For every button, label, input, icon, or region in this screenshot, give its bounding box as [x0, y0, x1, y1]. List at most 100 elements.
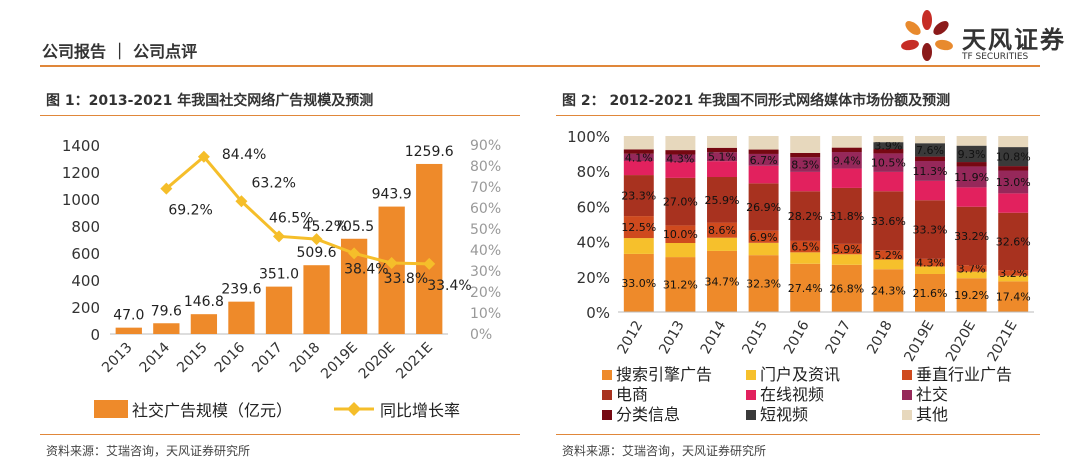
x-axis-tick-label: 2020E — [356, 340, 399, 383]
stacked-segment — [790, 263, 821, 312]
logo-petal — [933, 21, 949, 35]
stacked-segment — [998, 170, 1029, 194]
figure-2-title-rule — [556, 115, 1040, 116]
segment-value-label: 21.6% — [913, 287, 948, 300]
segment-value-label: 11.9% — [954, 171, 989, 184]
segment-value-label: 10.8% — [996, 151, 1031, 164]
stacked-segment — [790, 252, 821, 264]
stacked-segment — [831, 254, 862, 265]
stacked-segment — [790, 191, 821, 241]
growth-rate-marker — [423, 257, 436, 270]
stacked-segment — [873, 136, 904, 143]
growth-rate-label: 38.4% — [344, 261, 388, 277]
stacked-segment — [623, 160, 654, 176]
stacked-segment — [915, 200, 945, 259]
stacked-segment — [873, 149, 904, 154]
stacked-segment — [665, 136, 696, 151]
legend-label: 同比增长率 — [380, 401, 460, 420]
growth-rate-marker — [273, 230, 285, 243]
stacked-segment — [665, 225, 696, 244]
stacked-segment — [831, 147, 862, 153]
y-axis-tick-label: 0 — [90, 326, 100, 344]
figure-2-source: 资料来源：艾瑞咨询，天风证券研究所 — [562, 444, 767, 458]
stacked-segment — [623, 175, 654, 217]
logo-petals-icon — [901, 10, 953, 61]
y2-axis-tick-label: 20% — [470, 285, 501, 301]
stacked-segment — [956, 265, 987, 272]
stacked-segment — [998, 136, 1029, 148]
tf-securities-logo: 天风证券 TF SECURITIES — [896, 8, 1064, 64]
logo-petal — [935, 39, 953, 51]
growth-rate-marker — [310, 233, 323, 246]
segment-value-label: 6.9% — [750, 231, 778, 244]
segment-value-label: 19.2% — [954, 289, 989, 302]
stacked-segment — [790, 152, 821, 158]
legend-label: 搜索引擎广告 — [616, 365, 712, 384]
segment-value-label: 9.3% — [958, 148, 986, 161]
stacked-segment — [707, 222, 737, 238]
stacked-segment — [665, 154, 696, 163]
legend-label: 在线视频 — [760, 385, 824, 404]
segment-value-label: 27.0% — [663, 196, 698, 209]
stacked-segment — [998, 193, 1029, 213]
bar — [265, 286, 293, 334]
x-axis-tick-label: 2015 — [174, 340, 211, 377]
segment-value-label: 33.3% — [913, 224, 948, 237]
y-axis-tick-label: 1200 — [62, 164, 100, 182]
y2-axis-tick-label: 30% — [470, 264, 501, 280]
x-axis-tick-label: 2017 — [823, 318, 855, 357]
x-axis-tick-label: 2017 — [249, 340, 286, 377]
x-axis-tick-label: 2018 — [864, 318, 896, 357]
stacked-segment — [831, 243, 862, 255]
segment-value-label: 27.4% — [788, 282, 823, 295]
segment-value-label: 33.0% — [621, 277, 656, 290]
y-axis-tick-label: 600 — [71, 245, 100, 263]
figure-1-source: 资料来源：艾瑞咨询，天风证券研究所 — [46, 444, 251, 458]
stacked-segment — [915, 266, 945, 274]
stacked-segment — [956, 136, 987, 146]
figure-1-title-rule — [40, 115, 520, 116]
segment-value-label: 23.3% — [621, 190, 656, 203]
segment-value-label: 10.5% — [871, 157, 906, 170]
segment-value-label: 13.0% — [996, 176, 1031, 189]
bar — [228, 301, 255, 334]
stacked-segment — [623, 153, 654, 161]
stacked-segment — [707, 147, 737, 153]
segment-value-label: 4.3% — [666, 152, 694, 165]
segment-value-label: 5.9% — [833, 243, 861, 256]
stacked-segment — [748, 230, 779, 243]
legend-swatch-bar — [94, 400, 128, 418]
segment-value-label: 4.1% — [625, 151, 653, 164]
y-axis-tick-label: 80% — [577, 163, 610, 181]
stacked-segment — [707, 237, 737, 251]
stacked-segment — [790, 171, 821, 192]
legend-swatch — [902, 390, 912, 400]
bar-value-label: 239.6 — [221, 282, 261, 298]
growth-rate-label: 69.2% — [168, 203, 212, 219]
stacked-segment — [748, 153, 779, 166]
stacked-segment — [998, 270, 1029, 276]
segment-value-label: 28.2% — [788, 210, 823, 223]
segment-value-label: 17.4% — [996, 291, 1031, 304]
legend-label: 分类信息 — [616, 405, 680, 424]
stacked-segment — [873, 171, 904, 192]
segment-value-label: 10.0% — [663, 228, 698, 241]
bar-value-label: 1259.6 — [405, 144, 454, 160]
growth-rate-line — [165, 154, 430, 266]
segment-value-label: 24.3% — [871, 285, 906, 298]
logo-petal — [905, 21, 921, 35]
stacked-segment — [873, 191, 904, 251]
x-axis-tick-label: 2012 — [615, 318, 647, 357]
x-axis-tick-label: 2016 — [781, 318, 813, 357]
stacked-segment — [748, 242, 779, 256]
stacked-segment — [956, 206, 987, 266]
legend-label: 电商 — [616, 385, 648, 404]
segment-value-label: 8.6% — [708, 224, 736, 237]
bar — [190, 314, 218, 334]
bar-value-label: 146.8 — [184, 294, 224, 310]
stacked-segment — [831, 187, 862, 244]
y2-axis-tick-label: 0% — [470, 327, 492, 343]
y2-axis-tick-label: 60% — [470, 201, 501, 217]
legend-swatch — [746, 410, 756, 420]
bar — [115, 327, 142, 334]
